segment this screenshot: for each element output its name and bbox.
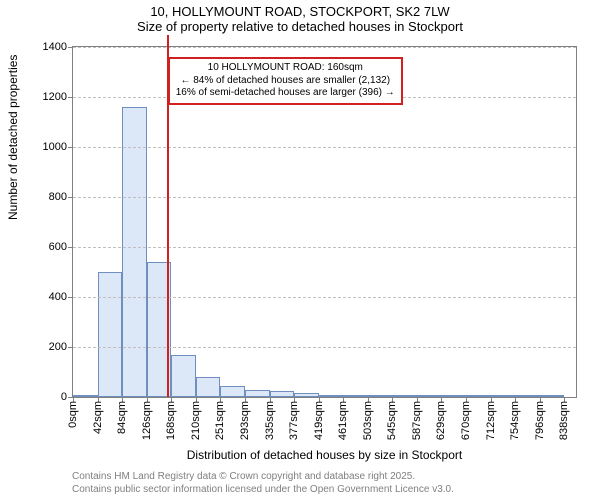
callout-line-3: 16% of semi-detached houses are larger (… — [176, 87, 395, 100]
histogram-bar — [196, 377, 221, 397]
y-axis-label: Number of detached properties — [6, 55, 20, 220]
x-tick-label: 42sqm — [92, 397, 104, 434]
callout-line-2: ← 84% of detached houses are smaller (2,… — [176, 75, 395, 88]
title-line-2: Size of property relative to detached ho… — [0, 19, 600, 34]
x-tick-label: 0sqm — [67, 397, 79, 428]
gridline — [73, 347, 576, 348]
x-tick-label: 670sqm — [460, 397, 472, 440]
x-tick-label: 335sqm — [264, 397, 276, 440]
x-tick-label: 503sqm — [362, 397, 374, 440]
x-tick-label: 838sqm — [558, 397, 570, 440]
x-tick-label: 545sqm — [386, 397, 398, 440]
y-tick-label: 1200 — [43, 91, 73, 103]
callout-line-1: 10 HOLLYMOUNT ROAD: 160sqm — [176, 62, 395, 75]
x-tick-label: 754sqm — [509, 397, 521, 440]
x-tick-label: 587sqm — [411, 397, 423, 440]
x-tick-label: 796sqm — [534, 397, 546, 440]
histogram-bar — [98, 272, 123, 397]
x-tick-label: 168sqm — [165, 397, 177, 440]
gridline — [73, 147, 576, 148]
histogram-bar — [171, 355, 196, 398]
plot-area: 02004006008001000120014000sqm42sqm84sqm1… — [72, 46, 577, 398]
footer-line-2: Contains public sector information licen… — [72, 483, 454, 496]
chart-title: 10, HOLLYMOUNT ROAD, STOCKPORT, SK2 7LW … — [0, 0, 600, 34]
x-tick-label: 712sqm — [485, 397, 497, 440]
histogram-bar — [122, 107, 147, 397]
y-tick-label: 1400 — [43, 41, 73, 53]
gridline — [73, 197, 576, 198]
x-tick-label: 126sqm — [141, 397, 153, 440]
chart-footer: Contains HM Land Registry data © Crown c… — [72, 470, 454, 496]
x-tick-label: 377sqm — [288, 397, 300, 440]
histogram-bar — [245, 390, 270, 398]
gridline — [73, 47, 576, 48]
y-tick-label: 400 — [49, 291, 73, 303]
callout-box: 10 HOLLYMOUNT ROAD: 160sqm← 84% of detac… — [168, 57, 403, 105]
gridline — [73, 247, 576, 248]
y-tick-label: 600 — [49, 241, 73, 253]
histogram-bar — [220, 386, 245, 397]
x-tick-label: 84sqm — [116, 397, 128, 434]
x-tick-label: 293sqm — [239, 397, 251, 440]
y-tick-label: 200 — [49, 341, 73, 353]
x-tick-label: 251sqm — [214, 397, 226, 440]
gridline — [73, 297, 576, 298]
x-tick-label: 419sqm — [313, 397, 325, 440]
x-tick-label: 461sqm — [337, 397, 349, 440]
x-tick-label: 629sqm — [435, 397, 447, 440]
x-tick-label: 210sqm — [190, 397, 202, 440]
y-tick-label: 800 — [49, 191, 73, 203]
x-axis-label: Distribution of detached houses by size … — [72, 448, 577, 462]
footer-line-1: Contains HM Land Registry data © Crown c… — [72, 470, 454, 483]
title-line-1: 10, HOLLYMOUNT ROAD, STOCKPORT, SK2 7LW — [0, 4, 600, 19]
y-tick-label: 1000 — [43, 141, 73, 153]
